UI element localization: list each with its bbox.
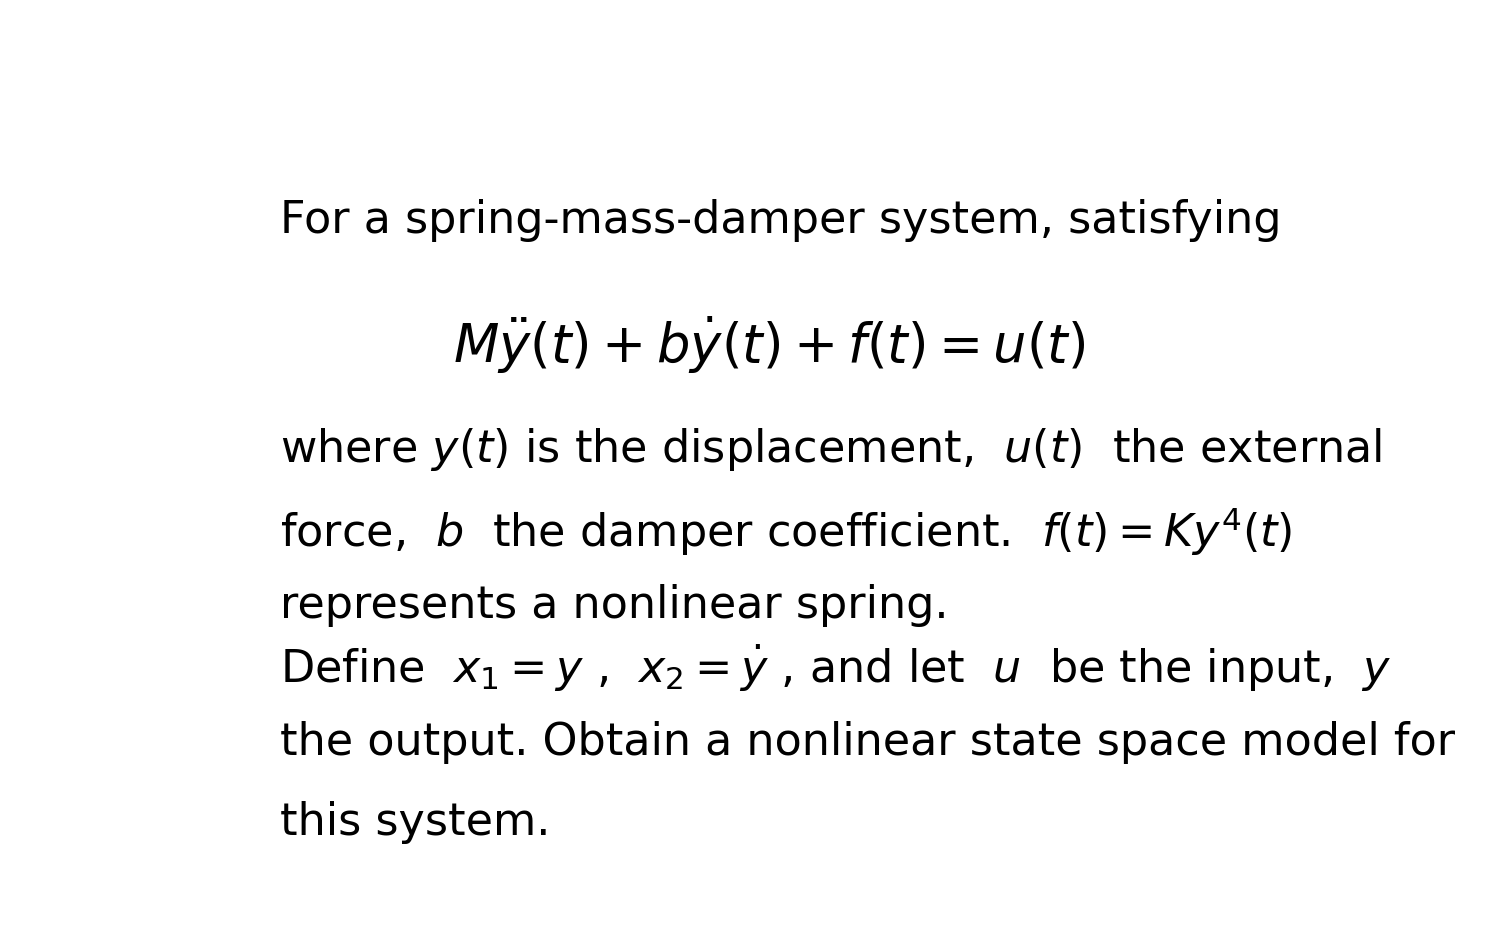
Text: where $y(t)$ is the displacement,  $u(t)$  the external: where $y(t)$ is the displacement, $u(t)$…	[280, 426, 1383, 473]
Text: For a spring-mass-damper system, satisfying: For a spring-mass-damper system, satisfy…	[280, 198, 1282, 241]
Text: Define  $x_1 = y$ ,  $x_2 = \dot{y}$ , and let  $u$  be the input,  $y$: Define $x_1 = y$ , $x_2 = \dot{y}$ , and…	[280, 642, 1392, 694]
Text: $M\ddot{y}(t) + b\dot{y}(t) + f(t) = u(t)$: $M\ddot{y}(t) + b\dot{y}(t) + f(t) = u(t…	[453, 314, 1084, 375]
Text: the output. Obtain a nonlinear state space model for: the output. Obtain a nonlinear state spa…	[280, 722, 1455, 765]
Text: this system.: this system.	[280, 800, 550, 843]
Text: force,  $b$  the damper coefficient.  $f(t) = Ky^{4}(t)$: force, $b$ the damper coefficient. $f(t)…	[280, 505, 1293, 558]
Text: represents a nonlinear spring.: represents a nonlinear spring.	[280, 584, 950, 627]
